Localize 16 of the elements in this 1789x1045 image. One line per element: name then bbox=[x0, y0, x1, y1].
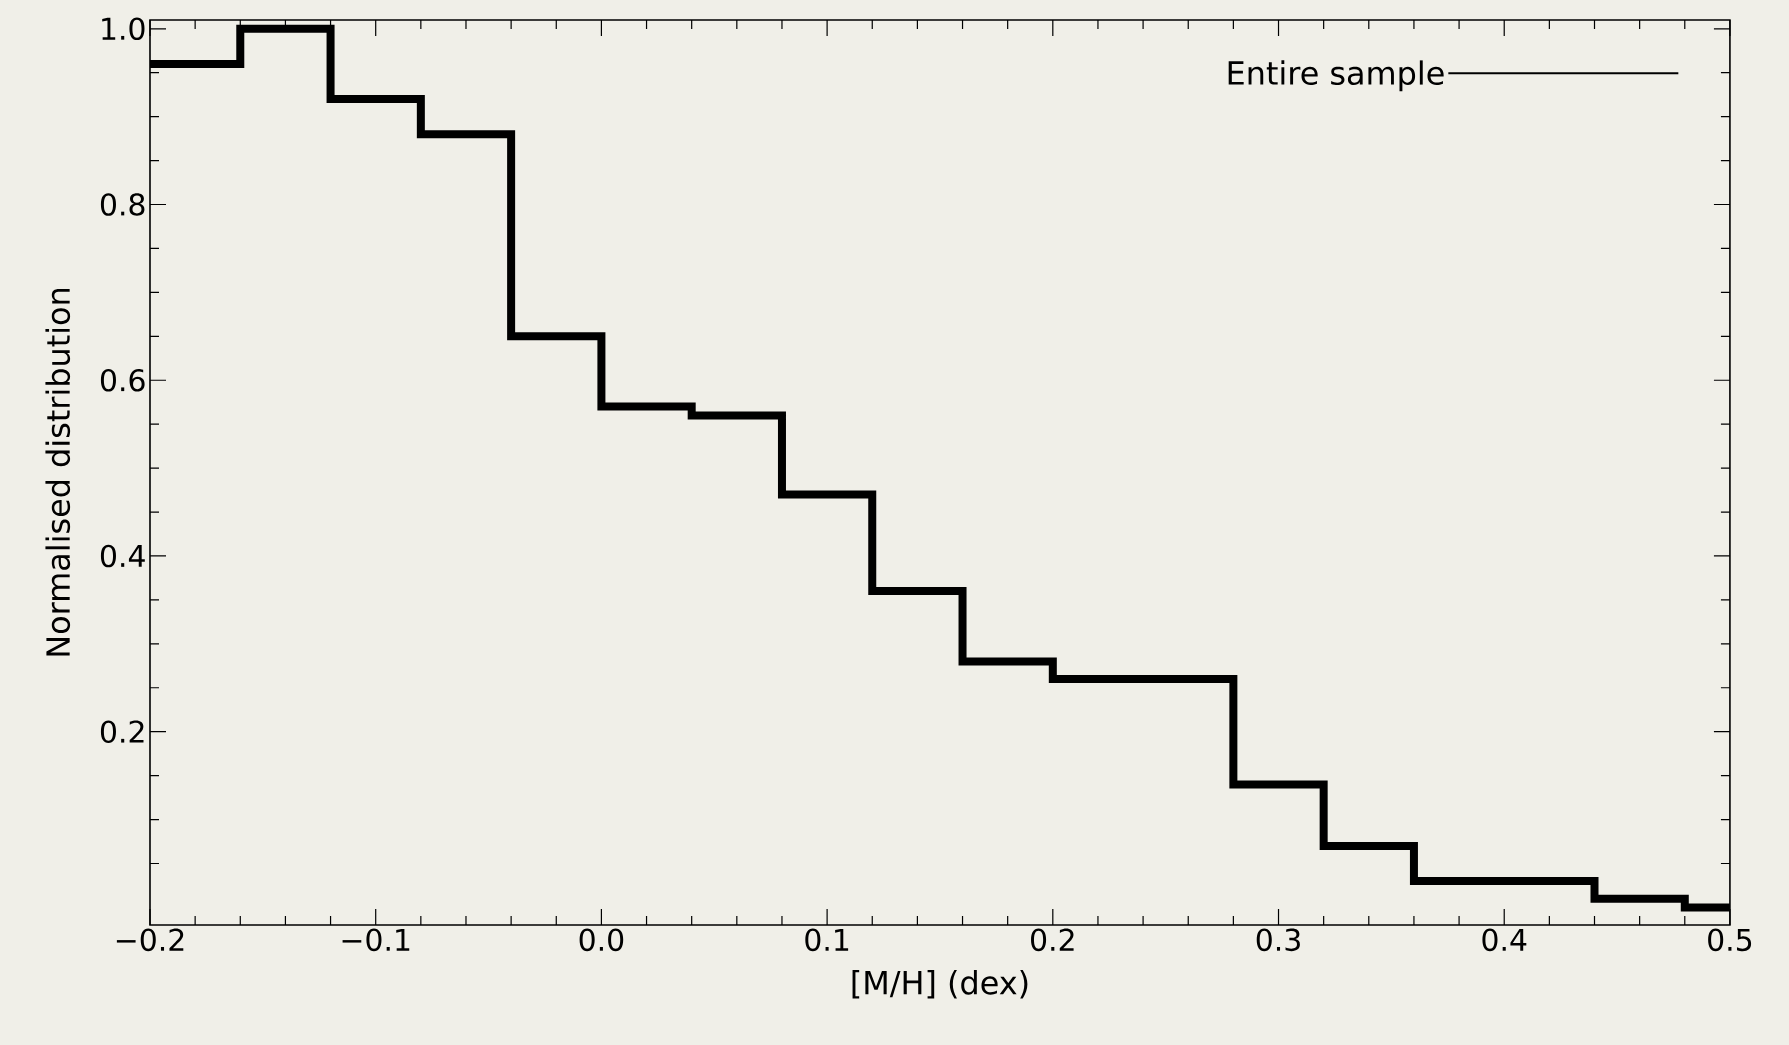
y-tick-label: 0.2 bbox=[100, 720, 144, 743]
y-tick-label: 0.4 bbox=[100, 544, 145, 568]
x-tick-label: −0.2 bbox=[116, 928, 184, 952]
y-tick-label: 0.8 bbox=[100, 193, 145, 216]
x-axis-title: [M/H] (dex) bbox=[852, 969, 1028, 999]
x-tick-label: 0.1 bbox=[805, 928, 849, 952]
y-tick-label: 0.6 bbox=[100, 368, 145, 392]
y-axis-title: Normalised distribution bbox=[45, 288, 71, 656]
x-tick-label: 0.3 bbox=[1256, 928, 1300, 952]
x-tick-label: 0.0 bbox=[579, 928, 624, 952]
y-tick-label: 1.0 bbox=[102, 17, 145, 41]
x-tick-label: 0.2 bbox=[1031, 928, 1074, 952]
legend-label: Entire sample bbox=[1228, 60, 1444, 92]
x-tick-label: −0.1 bbox=[342, 928, 410, 952]
x-tick-label: 0.4 bbox=[1482, 928, 1527, 952]
x-tick-label: 0.5 bbox=[1708, 928, 1752, 952]
